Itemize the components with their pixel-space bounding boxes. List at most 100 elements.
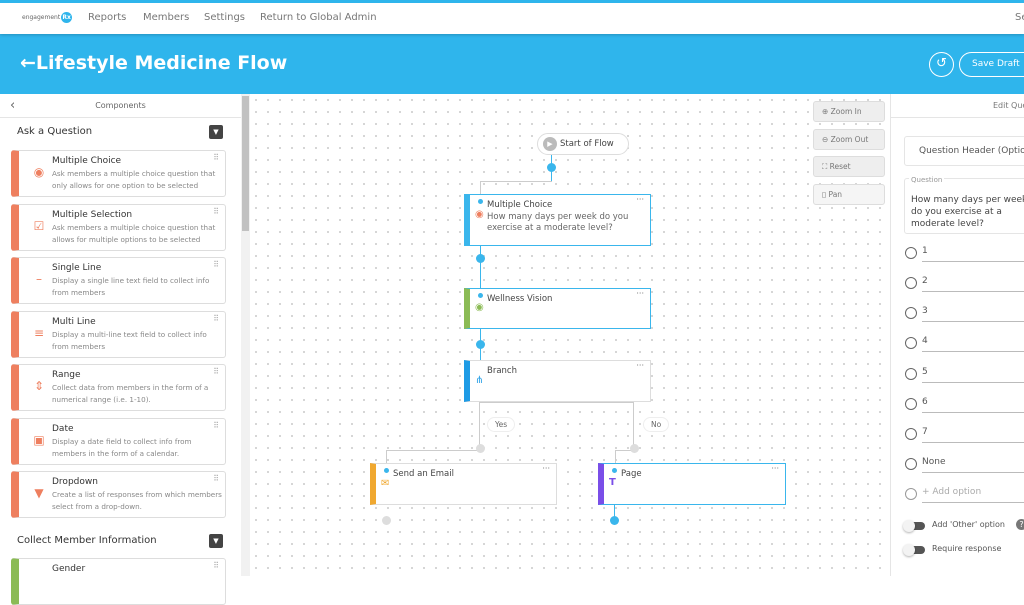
drag-handle-icon[interactable]: ⠿ [213, 421, 219, 430]
zoom-in-button[interactable]: ⊕ Zoom In [813, 101, 885, 122]
radio-icon[interactable] [905, 337, 917, 349]
option-row[interactable]: 7 [905, 425, 1024, 445]
connector [615, 450, 616, 464]
start-node[interactable]: ▶ Start of Flow [537, 133, 629, 155]
zoom-out-button[interactable]: ⊖ Zoom Out [813, 129, 885, 150]
scrollbar[interactable] [241, 94, 250, 576]
zoom-in-label: Zoom In [830, 107, 862, 116]
option-label[interactable]: 5 [922, 367, 928, 377]
radio-icon[interactable] [905, 368, 917, 380]
require-response-label: Require response [932, 544, 1002, 553]
radio-icon[interactable] [905, 458, 917, 470]
option-row[interactable]: 1 [905, 244, 1024, 264]
option-row[interactable]: 2 [905, 274, 1024, 294]
more-icon[interactable]: ··· [771, 464, 779, 473]
pan-button[interactable]: ▯ Pan [813, 184, 885, 205]
connector-handle[interactable] [476, 340, 485, 349]
option-label[interactable]: 6 [922, 397, 928, 407]
input-handle [612, 468, 617, 473]
more-icon[interactable]: ··· [542, 464, 550, 473]
card-title: Gender [52, 564, 86, 574]
option-row[interactable]: None [905, 455, 1024, 475]
option-label[interactable]: 2 [922, 276, 928, 286]
option-label[interactable]: 4 [922, 336, 928, 346]
flow-node-multiple-choice[interactable]: Multiple Choice ◉ How many days per week d… [464, 194, 651, 246]
more-icon[interactable]: ··· [636, 289, 644, 298]
component-multi-line[interactable]: ≡ Multi Line Display a multi-line text fie… [11, 311, 226, 358]
card-title: Dropdown [52, 477, 98, 487]
component-gender[interactable]: Gender ⠿ [11, 558, 226, 605]
question-input[interactable] [904, 178, 1024, 234]
play-icon: ▶ [543, 137, 557, 151]
other-option-toggle[interactable] [903, 520, 925, 532]
radio-icon[interactable] [905, 428, 917, 440]
connector-handle[interactable] [630, 444, 639, 453]
collapse-chevron-icon[interactable]: ‹ [10, 98, 16, 113]
dash-icon: – [36, 272, 42, 286]
drag-handle-icon[interactable]: ⠿ [213, 314, 219, 323]
pan-label: Pan [828, 190, 843, 199]
reset-button[interactable]: ⛶ Reset [813, 156, 885, 177]
card-title: Date [52, 424, 74, 434]
nav-members[interactable]: Members [143, 12, 190, 23]
connector [479, 402, 480, 450]
option-label[interactable]: None [922, 457, 946, 467]
nav-global-admin[interactable]: Return to Global Admin [260, 12, 377, 23]
more-icon[interactable]: ··· [636, 195, 644, 204]
radio-icon[interactable] [905, 307, 917, 319]
option-label[interactable]: 1 [922, 246, 928, 256]
connector-handle[interactable] [476, 444, 485, 453]
question-text[interactable]: How many days per week do you exercise a… [911, 195, 1024, 229]
drag-handle-icon[interactable]: ⠿ [213, 153, 219, 162]
history-button[interactable]: ↺ [929, 52, 954, 77]
connector-handle[interactable] [610, 516, 619, 525]
logo[interactable]: engagement Rx [22, 12, 73, 23]
flow-node-page[interactable]: Page T ··· [598, 463, 786, 505]
component-dropdown[interactable]: ▼ Dropdown Create a list of responses from… [11, 471, 226, 518]
component-range[interactable]: ⇕ Range Collect data from members in the f… [11, 364, 226, 411]
nav-right[interactable]: Se [1015, 12, 1024, 23]
question-header-input[interactable]: Question Header (Optional) [904, 136, 1024, 166]
nav-reports[interactable]: Reports [88, 12, 127, 23]
section-toggle-button[interactable]: ▼ [209, 125, 223, 139]
option-row[interactable]: 6 [905, 395, 1024, 415]
component-multiple-choice[interactable]: ◉ Multiple Choice Ask members a multiple c… [11, 150, 226, 197]
radio-icon[interactable] [905, 277, 917, 289]
option-row[interactable]: 5 [905, 365, 1024, 385]
connector-handle[interactable] [382, 516, 391, 525]
save-draft-button[interactable]: Save Draft [959, 52, 1024, 77]
component-multiple-selection[interactable]: ☑ Multiple Selection Ask members a multipl… [11, 204, 226, 251]
nav-settings[interactable]: Settings [204, 12, 246, 23]
option-label[interactable]: 7 [922, 427, 928, 437]
flow-node-wellness-vision[interactable]: Wellness Vision ◉ ··· [464, 288, 651, 329]
option-row[interactable]: 4 [905, 334, 1024, 354]
option-row[interactable]: 3 [905, 304, 1024, 324]
add-option-row[interactable]: + Add option [905, 485, 1024, 505]
card-desc: Collect data from members in the form of… [52, 383, 209, 404]
card-title: Multi Line [52, 317, 96, 327]
drag-handle-icon[interactable]: ⠿ [213, 474, 219, 483]
add-option-input[interactable]: + Add option [922, 487, 982, 497]
radio-icon[interactable] [905, 247, 917, 259]
help-icon[interactable]: ? [1016, 519, 1024, 530]
component-single-line[interactable]: – Single Line Display a single line text f… [11, 257, 226, 304]
require-response-toggle[interactable] [903, 544, 925, 556]
radio-icon[interactable] [905, 398, 917, 410]
text-icon: T [609, 477, 616, 488]
scrollbar-thumb[interactable] [242, 96, 249, 231]
drag-handle-icon[interactable]: ⠿ [213, 207, 219, 216]
component-date[interactable]: ▣ Date Display a date field to collect inf… [11, 418, 226, 465]
connector-handle[interactable] [547, 163, 556, 172]
section-toggle-button[interactable]: ▼ [209, 534, 223, 548]
flow-node-branch[interactable]: Branch ⋔ ··· [464, 360, 651, 402]
back-arrow-icon[interactable]: ← [20, 52, 36, 74]
drag-handle-icon[interactable]: ⠿ [213, 561, 219, 570]
node-desc: How many days per week do you exercise a… [487, 212, 629, 233]
drag-handle-icon[interactable]: ⠿ [213, 260, 219, 269]
option-label[interactable]: 3 [922, 306, 928, 316]
drag-handle-icon[interactable]: ⠿ [213, 367, 219, 376]
flow-canvas[interactable]: ⊕ Zoom In ⊖ Zoom Out ⛶ Reset ▯ Pan ▶ Star… [250, 94, 890, 576]
more-icon[interactable]: ··· [636, 361, 644, 370]
flow-node-send-email[interactable]: Send an Email ✉ ··· [370, 463, 557, 505]
connector-handle[interactable] [476, 254, 485, 263]
